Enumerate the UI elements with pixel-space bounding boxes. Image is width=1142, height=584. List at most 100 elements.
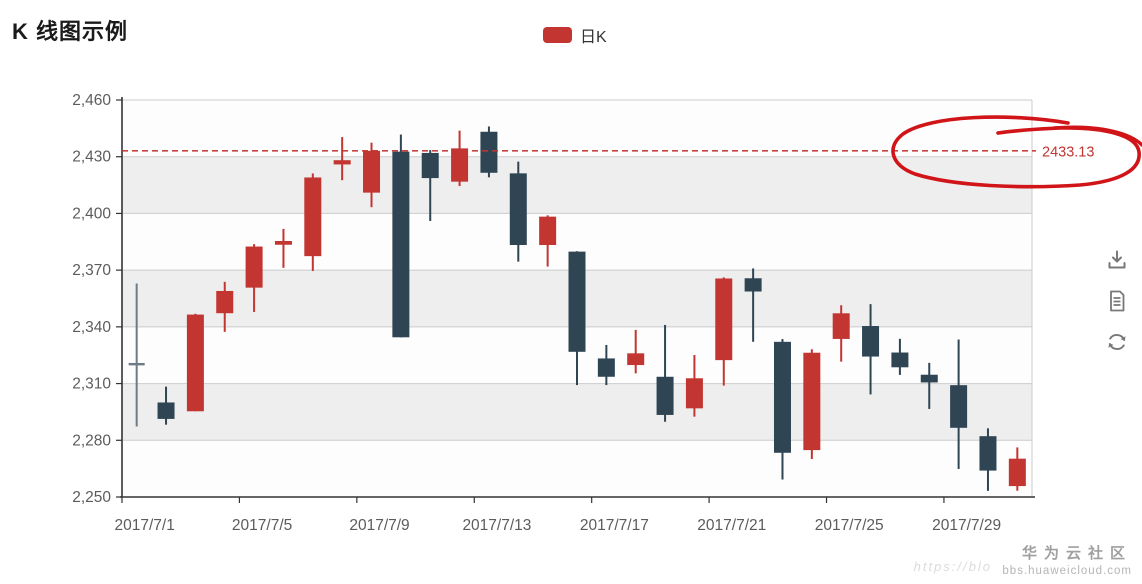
save-as-image-button[interactable] <box>1104 246 1132 274</box>
candle-wick <box>341 137 344 181</box>
y-axis-label: 2,370 <box>72 262 111 279</box>
candle-body <box>509 173 527 245</box>
candle-2017/7/11[interactable] <box>421 150 439 221</box>
split-band <box>122 156 1032 214</box>
candle-open-close-tick <box>128 362 145 366</box>
candle-2017/7/14[interactable] <box>509 161 527 262</box>
candle-body <box>245 246 263 288</box>
candle-2017/7/31[interactable] <box>1008 447 1026 491</box>
candle-body <box>480 131 498 173</box>
split-band <box>122 440 1032 497</box>
candle-wick <box>752 268 755 342</box>
markline-label: 2433.13 <box>1042 144 1094 160</box>
candle-2017/7/26[interactable] <box>862 304 880 395</box>
candle-2017/7/20[interactable] <box>685 355 703 417</box>
candle-2017/7/12[interactable] <box>451 130 469 187</box>
y-axis-label: 2,430 <box>72 149 111 166</box>
candle-body <box>451 148 469 182</box>
candle-body <box>950 385 968 428</box>
watermark-domain: bbs.huaweicloud.com <box>1002 564 1132 577</box>
watermark-community: 华为云社区 <box>1021 544 1132 562</box>
y-axis-label: 2,340 <box>72 319 111 336</box>
x-axis-label: 2017/7/1 <box>115 517 175 534</box>
x-axis-label: 2017/7/21 <box>697 517 766 534</box>
legend-item-daily-k[interactable]: 日K <box>543 23 607 47</box>
candle-2017/7/18[interactable] <box>627 329 645 374</box>
y-axis-label: 2,310 <box>72 376 111 393</box>
candle-body <box>803 352 821 451</box>
candle-body <box>744 278 762 292</box>
x-axis-label: 2017/7/25 <box>815 517 884 534</box>
legend-label: 日K <box>580 29 607 46</box>
candle-2017/7/30[interactable] <box>979 428 997 491</box>
split-band <box>122 100 1032 157</box>
candle-wick <box>928 362 931 409</box>
x-axis-label: 2017/7/29 <box>932 517 1001 534</box>
y-axis-label: 2,250 <box>72 489 111 506</box>
candle-2017/7/13[interactable] <box>480 126 498 178</box>
candle-body <box>715 278 733 361</box>
y-axis-label: 2,280 <box>72 432 111 449</box>
candle-2017/7/2[interactable] <box>157 386 175 425</box>
candle-2017/7/7[interactable] <box>304 173 322 271</box>
candle-2017/7/19[interactable] <box>656 324 674 422</box>
candle-2017/7/5[interactable] <box>245 244 263 312</box>
candle-body <box>656 376 674 415</box>
restore-button[interactable] <box>1104 328 1132 356</box>
faint-url-watermark: https://blo <box>913 559 992 574</box>
candle-2017/7/23[interactable] <box>773 339 791 480</box>
candle-2017/7/22[interactable] <box>744 268 762 342</box>
legend-swatch <box>543 27 572 43</box>
candle-2017/7/17[interactable] <box>597 345 615 386</box>
candle-wick <box>135 283 138 427</box>
download-icon <box>1108 250 1126 269</box>
candle-2017/7/6[interactable] <box>274 228 292 268</box>
candle-body <box>186 314 204 412</box>
candle-body <box>363 150 381 193</box>
candle-2017/7/10[interactable] <box>392 134 410 338</box>
candle-2017/7/25[interactable] <box>832 305 850 362</box>
candle-body <box>157 402 175 419</box>
candle-2017/7/9[interactable] <box>363 142 381 208</box>
candle-body <box>392 151 410 338</box>
axes: 2,250 2,280 2,310 2,340 2,370 2,400 2,430 2,460… <box>72 92 1035 534</box>
data-view-button[interactable] <box>1104 287 1132 315</box>
page-title: K 线图示例 <box>12 19 129 44</box>
candle-2017/7/1[interactable] <box>128 283 145 427</box>
split-band <box>122 383 1032 441</box>
candle-body <box>1008 458 1026 487</box>
candle-body <box>568 251 586 352</box>
candle-wick <box>282 228 285 268</box>
chart-toolbox <box>1104 246 1132 356</box>
candle-body <box>773 341 791 453</box>
candle-body <box>979 436 997 471</box>
candle-2017/7/4[interactable] <box>216 281 234 332</box>
candle-body <box>920 374 938 383</box>
candle-2017/7/21[interactable] <box>715 277 733 386</box>
candlestick-series <box>128 126 1026 491</box>
candle-body <box>832 313 850 339</box>
candle-body <box>862 326 880 357</box>
document-icon <box>1110 290 1125 312</box>
refresh-icon <box>1108 334 1126 350</box>
y-axis-label: 2,400 <box>72 205 111 222</box>
candle-2017/7/16[interactable] <box>568 251 586 386</box>
annotation-tail <box>1052 125 1142 147</box>
candle-body <box>627 353 645 366</box>
y-axis-label: 2,460 <box>72 92 111 109</box>
candle-2017/7/27[interactable] <box>891 338 909 375</box>
candle-body <box>304 177 322 257</box>
candle-wick <box>634 329 637 374</box>
candle-2017/7/24[interactable] <box>803 349 821 460</box>
candle-2017/7/8[interactable] <box>333 137 351 181</box>
candle-2017/7/15[interactable] <box>539 215 557 267</box>
candle-body <box>891 352 909 368</box>
candle-2017/7/29[interactable] <box>950 339 968 469</box>
x-axis-label: 2017/7/9 <box>349 517 409 534</box>
candle-body <box>685 378 703 409</box>
candle-body <box>421 152 439 179</box>
candle-2017/7/3[interactable] <box>186 313 204 412</box>
candle-2017/7/28[interactable] <box>920 362 938 409</box>
hand-drawn-circle-annotation <box>891 115 1142 189</box>
